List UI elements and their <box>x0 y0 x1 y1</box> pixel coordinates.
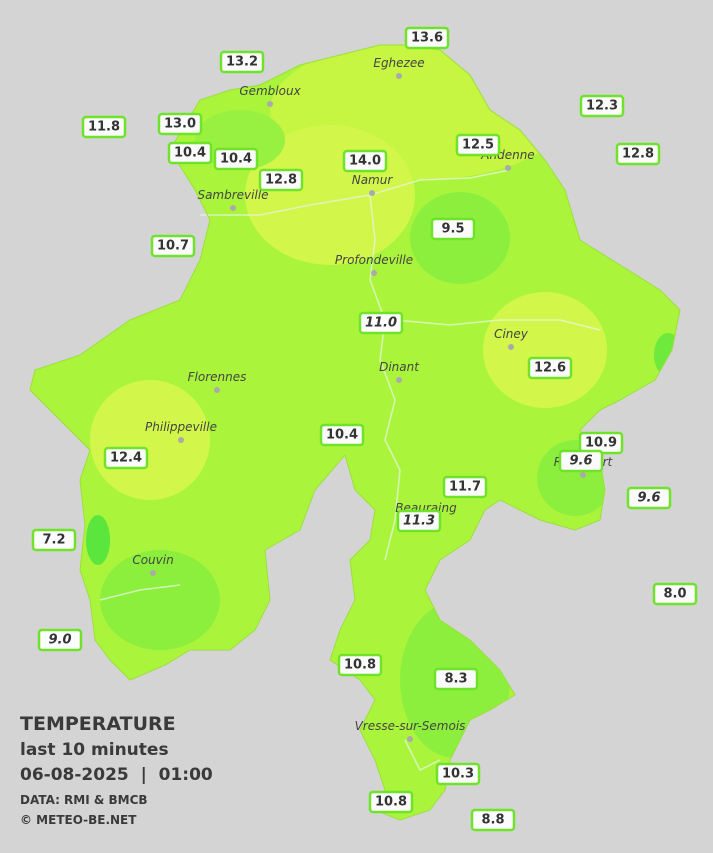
station-box <box>342 149 388 173</box>
city-dot <box>150 570 156 576</box>
station-value: 12.6 <box>534 361 566 376</box>
station-value: 13.6 <box>411 31 443 46</box>
city-name: Profondeville <box>335 253 413 267</box>
city-dot <box>214 387 220 393</box>
stations: 13.6 13.2 12.3 11.8 13.0 10.4 10.4 12.5 12.8 14.0… <box>31 26 698 832</box>
city-dot <box>369 190 375 196</box>
station-value: 9.5 <box>441 222 464 237</box>
station-box <box>442 475 488 499</box>
station-value: 12.3 <box>586 99 618 114</box>
zone <box>100 550 220 650</box>
station-value: 10.8 <box>344 658 376 673</box>
station-box <box>337 653 383 677</box>
station-value: 10.4 <box>326 428 358 443</box>
city-dot <box>505 165 511 171</box>
city-dot <box>396 73 402 79</box>
city-name: Namur <box>352 173 394 187</box>
station-box <box>558 449 604 473</box>
city-dot <box>230 205 236 211</box>
station-value: 12.8 <box>622 147 654 162</box>
station-box <box>167 141 213 165</box>
station-value: 10.9 <box>585 436 617 451</box>
station-value: 11.3 <box>403 514 435 529</box>
station-value: 11.7 <box>449 480 481 495</box>
station-box <box>579 94 625 118</box>
city-dot <box>371 270 377 276</box>
station-value: 8.0 <box>663 587 686 602</box>
river <box>404 739 441 772</box>
legend: TEMPERATURE last 10 minutes 06-08-2025 |… <box>20 713 213 827</box>
station-value: 7.2 <box>42 533 65 548</box>
legend-title: TEMPERATURE <box>20 713 176 735</box>
city-name: Florennes <box>188 370 247 384</box>
legend-source: DATA: RMI & BMCB <box>20 793 148 807</box>
city-name: Ciney <box>494 327 529 341</box>
station-value: 12.4 <box>110 451 142 466</box>
station-value: 14.0 <box>349 154 381 169</box>
city-name: Philippeville <box>145 420 217 434</box>
city-name: Eghezee <box>373 56 424 70</box>
city-name: Couvin <box>132 553 173 567</box>
station-box <box>157 112 203 136</box>
legend-period: last 10 minutes <box>20 740 169 760</box>
station-value: 9.6 <box>569 454 592 469</box>
station-value: 12.5 <box>462 138 494 153</box>
zone <box>86 515 110 565</box>
station-box <box>626 486 672 510</box>
zone <box>90 380 210 500</box>
station-value: 8.3 <box>444 672 467 687</box>
station-box <box>455 133 501 157</box>
station-box <box>258 168 304 192</box>
city-dot <box>396 377 402 383</box>
station-box <box>213 147 259 171</box>
station-value: 13.2 <box>226 55 258 70</box>
station-box <box>150 234 196 258</box>
station-box <box>37 628 83 652</box>
city-dot <box>407 736 413 742</box>
station-value: 10.4 <box>174 146 206 161</box>
station-box <box>433 667 479 691</box>
station-box <box>652 582 698 606</box>
station-value: 9.0 <box>48 633 71 648</box>
city-dot <box>267 101 273 107</box>
station-box <box>319 423 365 447</box>
station-value: 10.7 <box>157 239 189 254</box>
station-box <box>31 528 77 552</box>
city-dot <box>178 437 184 443</box>
station-value: 12.8 <box>265 173 297 188</box>
city-dot <box>580 472 586 478</box>
station-value: 13.0 <box>164 117 196 132</box>
city-dot <box>508 344 514 350</box>
station-box <box>615 142 661 166</box>
zone <box>483 292 607 408</box>
station-value: 10.3 <box>442 767 474 782</box>
station-box <box>470 808 516 832</box>
city-name: Dinant <box>379 360 420 374</box>
station-box <box>358 311 404 335</box>
station-box <box>527 356 573 380</box>
legend-datetime: 06-08-2025 | 01:00 <box>20 765 213 785</box>
station-value: 11.8 <box>88 120 120 135</box>
station-value: 10.8 <box>375 795 407 810</box>
city-name: Sambreville <box>197 188 268 202</box>
city-name: Vresse-sur-Semois <box>355 719 466 733</box>
station-box <box>368 790 414 814</box>
station-box <box>81 115 127 139</box>
river <box>394 319 601 331</box>
station-value: 9.6 <box>637 491 660 506</box>
station-box <box>103 446 149 470</box>
station-box <box>435 762 481 786</box>
station-box <box>396 509 442 533</box>
river <box>369 194 401 561</box>
station-value: 11.0 <box>365 316 397 331</box>
station-box <box>219 50 265 74</box>
station-value: 10.4 <box>220 152 252 167</box>
station-box <box>404 26 450 50</box>
river <box>99 584 181 601</box>
city-name: Gembloux <box>239 84 301 98</box>
station-value: 8.8 <box>481 813 504 828</box>
station-box <box>430 217 476 241</box>
legend-copyright: © METEO-BE.NET <box>20 813 137 827</box>
